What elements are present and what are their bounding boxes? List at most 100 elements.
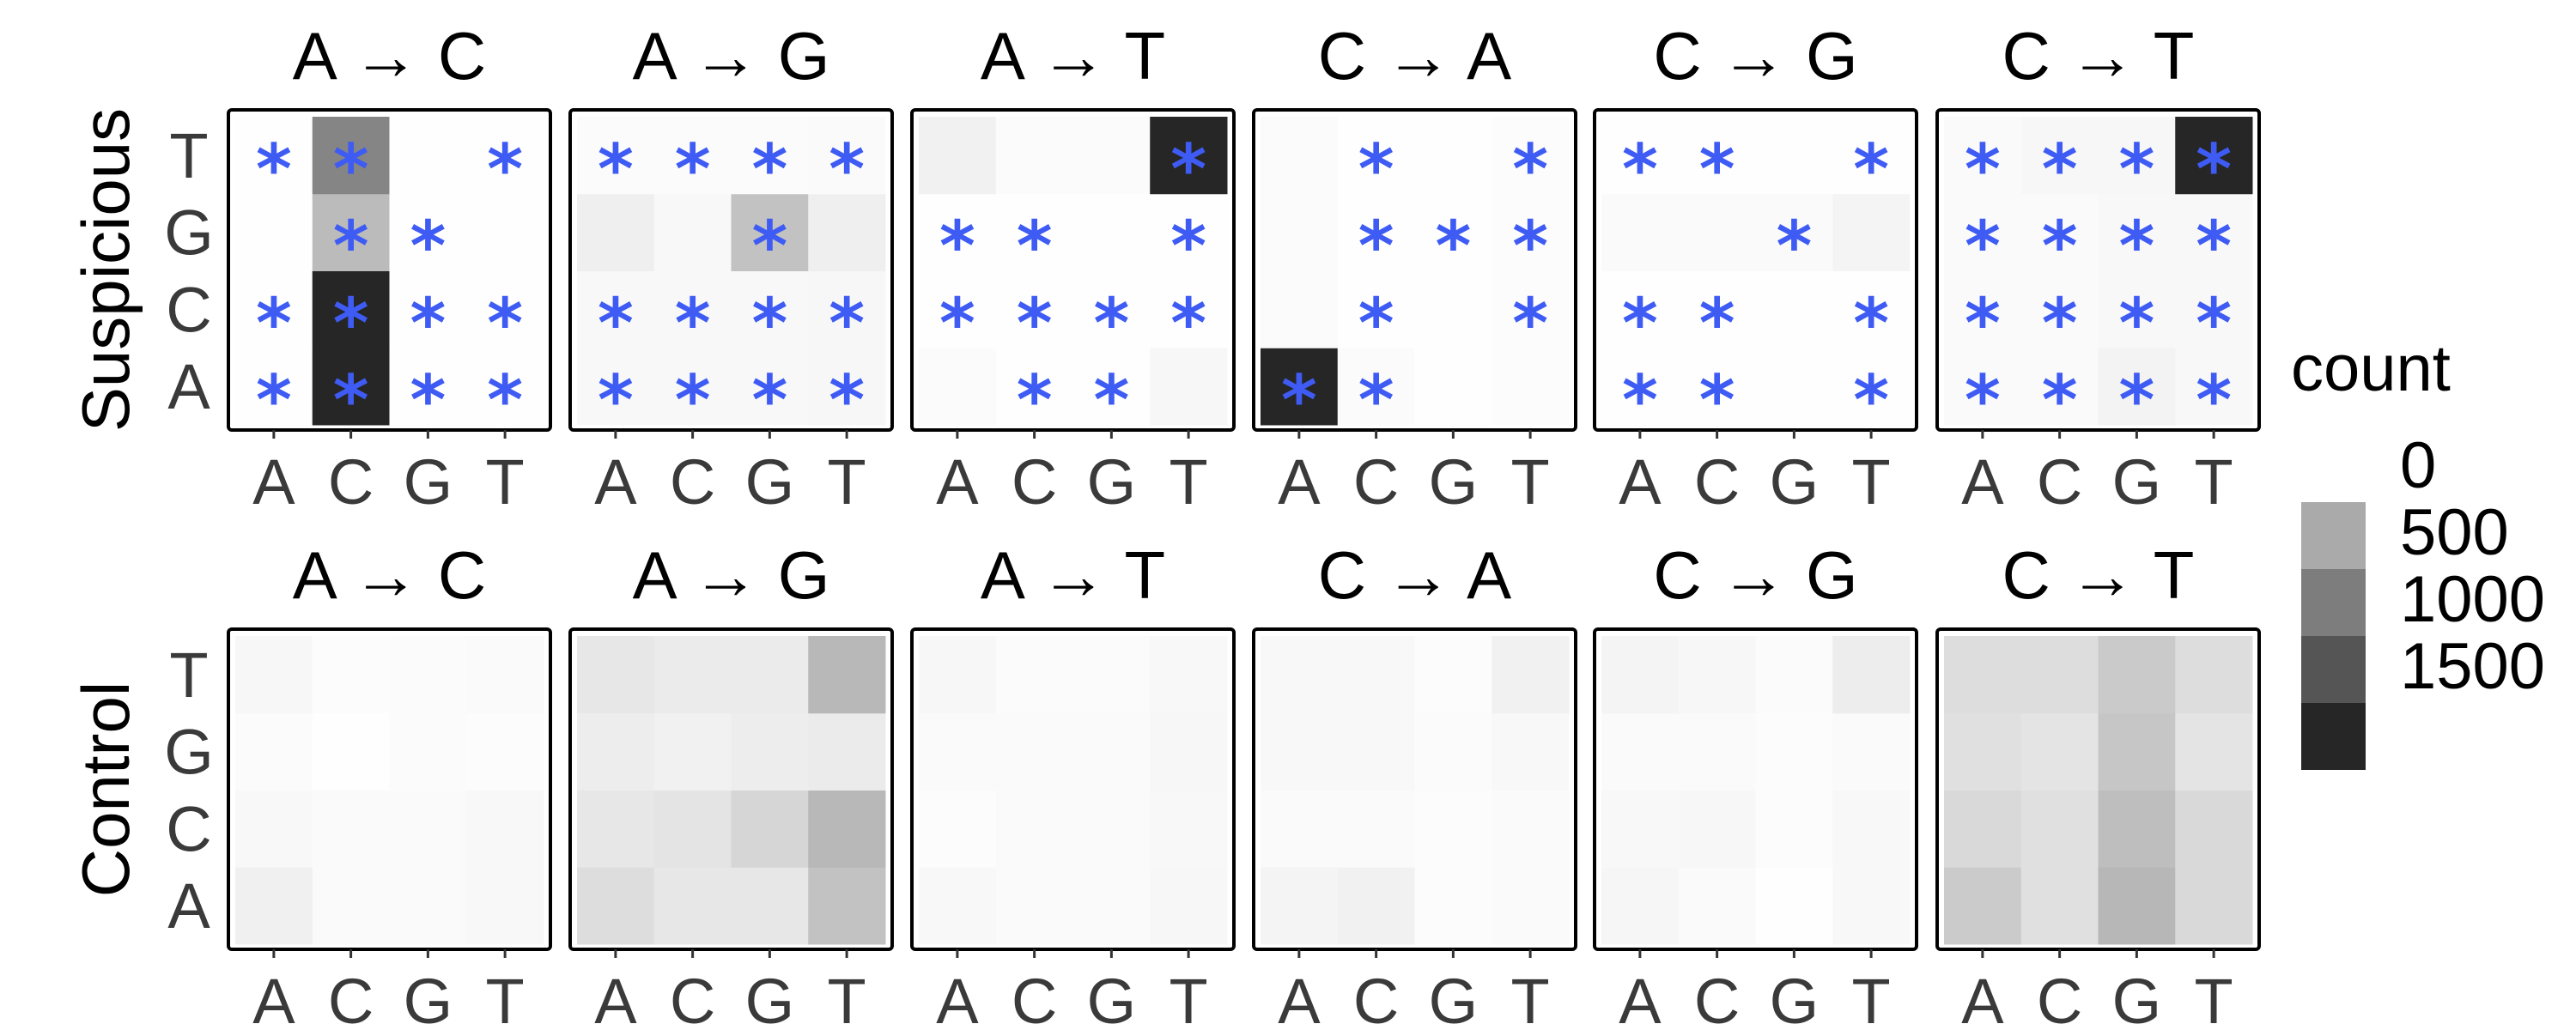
significance-star: * [410,283,446,363]
significance-star: * [2196,207,2232,287]
heatmap-cell [995,636,1073,714]
heatmap-panel: C → T* * * ** * * ** * * ** * * *A C G T [1935,18,2261,518]
heatmap-cell [312,117,390,195]
significance-star: * [1093,360,1129,440]
significance-star: * [487,283,523,363]
legend-swatch [2301,569,2366,636]
x-tick-label: T [1852,966,1891,1030]
heatmap-cell [2175,712,2253,791]
significance-star: * [1358,130,1394,209]
heatmap-cell [1337,270,1415,348]
heatmap-cell [653,193,732,271]
heatmap-panel: C → G A C G T [1593,537,1918,1030]
heatmap-cell [1944,270,2022,348]
significance-star: * [256,130,292,209]
heatmap-cell [466,193,544,271]
significance-star: * [2118,360,2154,440]
heatmap-cell [2020,636,2099,714]
x-tick-label: T [1511,966,1550,1030]
x-tick-label: A [1619,446,1662,518]
heatmap-cell [1755,867,1833,945]
heatmap-cell [2020,270,2099,348]
panel-border [1593,627,1918,951]
significance-star: * [829,283,865,363]
facet-title: A → C [293,18,486,94]
heatmap-cell [1601,867,1680,945]
x-tick-label: A [936,446,979,518]
heatmap-cell [1601,790,1680,868]
heatmap-cell [1337,117,1415,195]
significance-star: * [1965,283,2001,363]
heatmap-cell [312,193,390,271]
heatmap-cell [577,790,655,868]
heatmap-cell [466,712,544,791]
heatmap-cell [1755,193,1833,271]
heatmap-cell [1414,867,1492,945]
x-tick-label: T [828,446,866,518]
heatmap-cell [2098,193,2176,271]
significance-star: * [2042,283,2078,363]
heatmap-cell [1755,270,1833,348]
facet-title: C → T [2002,18,2195,94]
heatmap-cell [1150,712,1228,791]
facet-title: A → G [633,537,830,613]
panel-border [910,627,1236,951]
x-tick-label: C [328,966,374,1030]
heatmap-cell [1678,270,1756,348]
facet-title: A → G [633,18,830,94]
x-tick-label: T [486,446,525,518]
panel-border [1935,108,2261,432]
heatmap-cell [235,348,313,426]
panel-border [227,627,552,951]
heatmap-cell [1261,636,1339,714]
heatmap-cell [731,117,809,195]
heatmap-cell [995,270,1073,348]
heatmap-cell [2020,790,2099,868]
heatmap-cell [808,790,886,868]
heatmap-cell [731,348,809,426]
heatmap-cell [2020,193,2099,271]
heatmap-cell [577,193,655,271]
heatmap-cell [1755,790,1833,868]
heatmap-cell [1492,790,1570,868]
heatmap-cell [1072,636,1151,714]
heatmap-cell [1492,636,1570,714]
heatmap-cell [808,270,886,348]
significance-star: * [2042,207,2078,287]
heatmap-cell [1755,712,1833,791]
heatmap-cell [389,790,467,868]
heatmap-cell [995,790,1073,868]
heatmap-cell [235,636,313,714]
x-tick-label: T [1511,446,1550,518]
significance-star: * [256,360,292,440]
heatmap-cell [235,712,313,791]
panel-border [568,108,894,432]
heatmap-cell [1492,117,1570,195]
heatmap-cell [1678,348,1756,426]
heatmap-cell [1832,636,1911,714]
heatmap-cell [1072,867,1151,945]
significance-star: * [1965,360,2001,440]
heatmap-cell [577,636,655,714]
significance-star: * [1965,207,2001,287]
heatmap-cell [312,348,390,426]
x-tick-label: T [486,966,525,1030]
x-tick-label: T [1170,446,1208,518]
significance-star: * [1170,130,1206,209]
heatmap-cell [312,867,390,945]
heatmap-panel: A → T A C G T [910,537,1236,1030]
significance-star: * [1776,207,1812,287]
significance-star: * [2196,130,2232,209]
significance-star: * [1358,207,1394,287]
x-tick-label: C [1694,966,1740,1030]
x-tick-label: A [1278,446,1321,518]
heatmap-cell [1414,712,1492,791]
x-tick-label: C [1694,446,1740,518]
x-tick-label: T [1852,446,1891,518]
heatmap-cell [1944,636,2022,714]
heatmap-cell [1261,270,1339,348]
row-label-control: Control [68,682,143,897]
significance-star: * [1622,283,1658,363]
heatmap-cell [1944,867,2022,945]
